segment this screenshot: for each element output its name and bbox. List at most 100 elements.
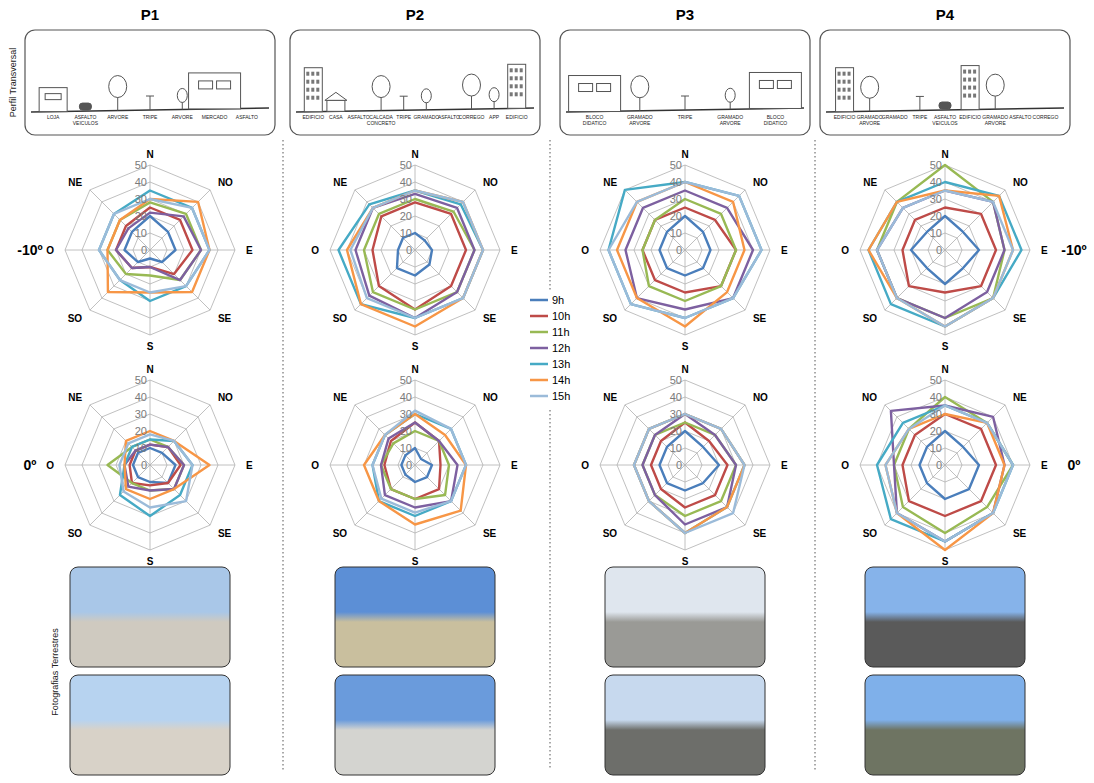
photo bbox=[865, 567, 1025, 667]
profile-label-line: EDIFICIO bbox=[834, 114, 856, 120]
category-label: N bbox=[941, 364, 948, 375]
spoke bbox=[415, 250, 416, 335]
category-label: E bbox=[781, 460, 788, 471]
tripod bbox=[400, 96, 408, 97]
trunk bbox=[117, 97, 118, 111]
window bbox=[973, 78, 976, 82]
photo bbox=[335, 675, 495, 775]
tick-label: 10 bbox=[670, 227, 682, 239]
tick-label: 50 bbox=[930, 159, 942, 171]
category-label: NO bbox=[218, 392, 233, 403]
series-line bbox=[869, 191, 1014, 327]
photo bbox=[605, 675, 765, 775]
legend-label: 12h bbox=[552, 342, 570, 354]
grid-ring bbox=[860, 165, 1030, 335]
trunk bbox=[471, 95, 472, 109]
series-line bbox=[119, 434, 192, 507]
profile-label: ASFALTO bbox=[236, 114, 258, 120]
profile-label: ASFALTO bbox=[1009, 114, 1031, 120]
window bbox=[311, 88, 314, 92]
profile-label-line: DIDATICO bbox=[764, 120, 788, 126]
grid-ring bbox=[65, 380, 235, 550]
category-label: NO bbox=[483, 177, 498, 188]
profile-label-line: ARVORE bbox=[107, 114, 129, 120]
category-label: S bbox=[412, 556, 419, 567]
window bbox=[963, 70, 966, 74]
category-label: NO bbox=[753, 177, 768, 188]
category-label: E bbox=[246, 245, 253, 256]
category-label: NO bbox=[483, 392, 498, 403]
profile-label: EDIFICIO bbox=[506, 114, 528, 120]
category-label: SE bbox=[483, 528, 497, 539]
profile-label: GRAMADOARVORE bbox=[627, 114, 653, 126]
category-label: SO bbox=[863, 313, 878, 324]
category-label: NE bbox=[863, 177, 877, 188]
category-label: N bbox=[411, 364, 418, 375]
window bbox=[515, 76, 518, 80]
tick-label: 10 bbox=[135, 442, 147, 454]
window bbox=[973, 70, 976, 74]
trunk bbox=[995, 95, 996, 109]
tick-label: 50 bbox=[670, 159, 682, 171]
window bbox=[316, 80, 319, 84]
window bbox=[311, 72, 314, 76]
series-line bbox=[125, 216, 176, 262]
window bbox=[306, 88, 309, 92]
profile-label: ARVORE bbox=[107, 114, 129, 120]
tick-label: 50 bbox=[400, 374, 412, 386]
category-label: O bbox=[311, 460, 319, 471]
category-label: N bbox=[411, 149, 418, 160]
tree bbox=[986, 74, 1004, 96]
profile-label-line: MERCADO bbox=[202, 114, 228, 120]
series-line bbox=[660, 216, 711, 276]
legend-swatch bbox=[530, 347, 548, 350]
series-line bbox=[356, 194, 475, 318]
legend-label: 15h bbox=[552, 390, 570, 402]
category-label: SO bbox=[68, 528, 83, 539]
radar-chart: 01020304050NNOESESSOONE bbox=[581, 364, 788, 567]
category-label: E bbox=[781, 245, 788, 256]
tick-label: 0 bbox=[676, 244, 682, 256]
window bbox=[316, 88, 319, 92]
radar-chart: 01020304050NNOESESSOONE bbox=[311, 364, 518, 567]
legend-label: 14h bbox=[552, 374, 570, 386]
photo bbox=[335, 567, 495, 667]
series-group bbox=[99, 191, 210, 302]
window bbox=[843, 88, 846, 92]
window bbox=[311, 80, 314, 84]
tick-label: 40 bbox=[670, 391, 682, 403]
series-line bbox=[397, 233, 432, 276]
window bbox=[520, 68, 523, 72]
profile-box bbox=[25, 30, 275, 135]
category-label: SO bbox=[333, 528, 348, 539]
legend-swatch bbox=[530, 331, 548, 334]
divider bbox=[550, 140, 551, 290]
tree bbox=[109, 76, 127, 98]
building bbox=[569, 76, 621, 112]
legend-label: 11h bbox=[552, 326, 570, 338]
category-label: O bbox=[46, 245, 54, 256]
series-line bbox=[869, 182, 1022, 327]
tree bbox=[177, 88, 187, 102]
window bbox=[963, 78, 966, 82]
profile-label-line: TRIPE bbox=[396, 114, 411, 120]
profile-label-line: VEICULOS bbox=[932, 120, 958, 126]
profile-label: GRAMADO bbox=[882, 114, 908, 120]
tick-label: 50 bbox=[135, 374, 147, 386]
profile-label: ASFALTOVEICULOS bbox=[73, 114, 99, 126]
category-label: S bbox=[942, 341, 949, 352]
tick-label: 0 bbox=[406, 459, 412, 471]
category-label: N bbox=[146, 149, 153, 160]
series-line bbox=[609, 182, 762, 318]
tick-label: 50 bbox=[135, 159, 147, 171]
legend: 9h10h11h12h13h14h15h bbox=[530, 294, 570, 402]
window bbox=[968, 78, 971, 82]
series-line bbox=[125, 431, 210, 499]
category-label: O bbox=[841, 245, 849, 256]
series-line bbox=[894, 397, 1013, 533]
photo bbox=[70, 567, 230, 667]
window bbox=[777, 80, 791, 88]
profile-label-line: CONCRETO bbox=[367, 120, 396, 126]
category-label: SE bbox=[1013, 528, 1027, 539]
series-line bbox=[634, 414, 745, 533]
